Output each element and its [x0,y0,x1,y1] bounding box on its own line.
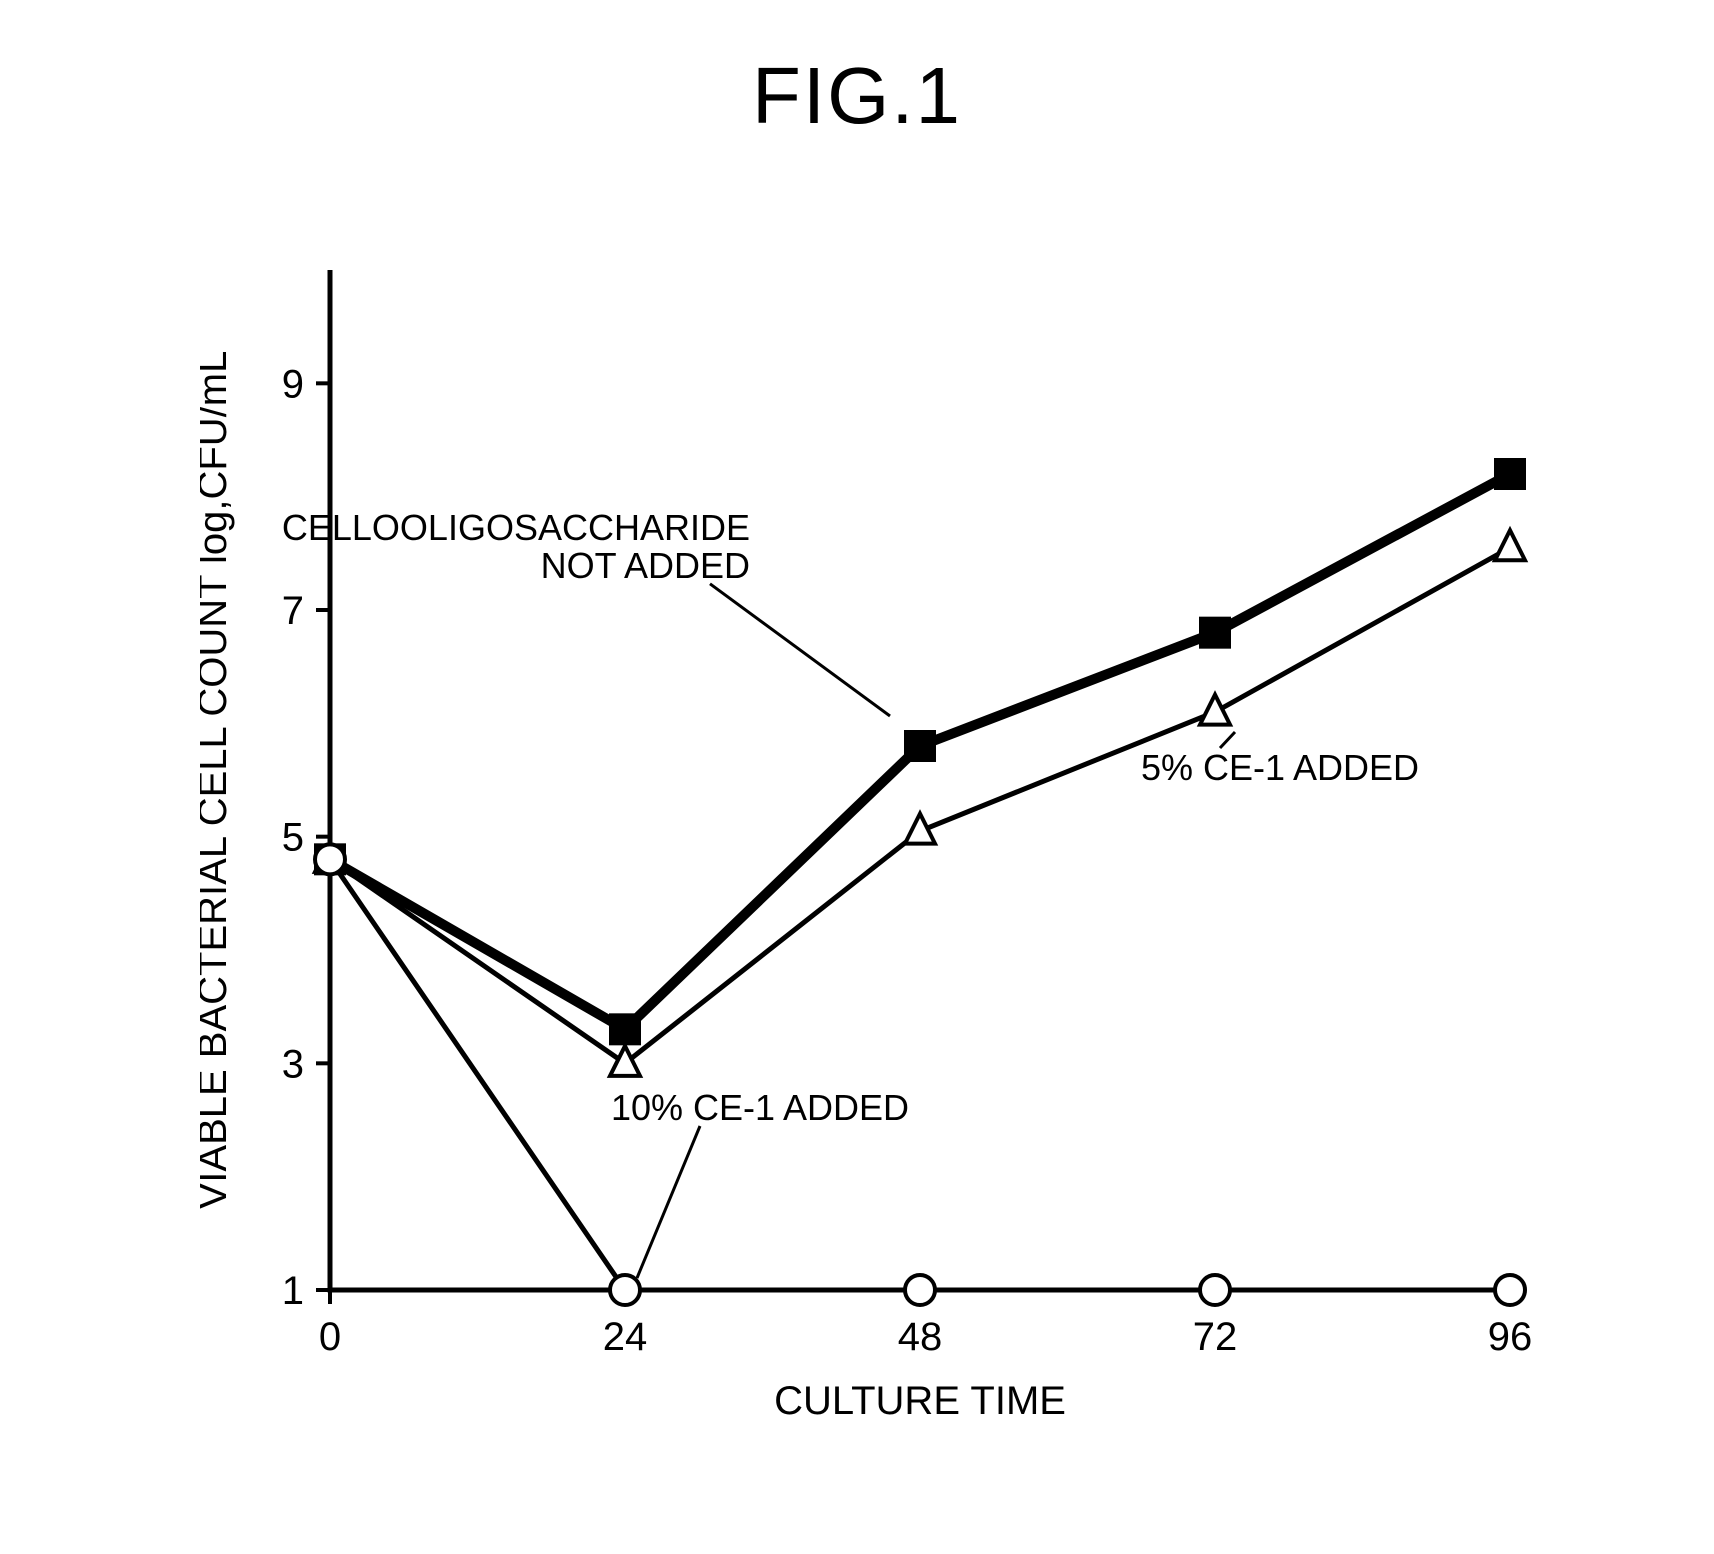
annotation-ce1_10: 10% CE-1 ADDED [611,1087,909,1278]
page: FIG.1 1 3 5 7 9 0 24 48 72 96 CULTURE TIME VIABLE B… [0,0,1714,1554]
svg-text:5% CE-1 ADDED: 5% CE-1 ADDED [1141,747,1419,788]
svg-text:NOT ADDED: NOT ADDED [541,545,750,586]
svg-text:48: 48 [898,1315,943,1359]
y-axis-label: VIABLE BACTERIAL CELL COUNT log,CFU/mL [200,351,235,1210]
series-line-ce1_10 [330,859,1510,1290]
svg-text:10% CE-1 ADDED: 10% CE-1 ADDED [611,1087,909,1128]
annotation-ce1_5: 5% CE-1 ADDED [1141,732,1419,788]
svg-text:CELLOOLIGOSACCHARIDE: CELLOOLIGOSACCHARIDE [282,507,750,548]
svg-text:1: 1 [282,1269,304,1313]
line-chart: 1 3 5 7 9 0 24 48 72 96 CULTURE TIME VIABLE BACTERI… [200,250,1550,1450]
svg-text:72: 72 [1193,1315,1238,1359]
svg-text:24: 24 [603,1315,648,1359]
annotation-not_added: CELLOOLIGOSACCHARIDENOT ADDED [282,507,890,716]
figure-title: FIG.1 [0,50,1714,142]
svg-text:9: 9 [282,362,304,406]
svg-text:7: 7 [282,589,304,633]
svg-text:5: 5 [282,816,304,860]
svg-text:0: 0 [319,1315,341,1359]
x-axis-label: CULTURE TIME [774,1379,1066,1423]
svg-text:3: 3 [282,1042,304,1086]
chart-container: 1 3 5 7 9 0 24 48 72 96 CULTURE TIME VIABLE BACTERI… [200,250,1550,1450]
series-line-ce1_5 [330,548,1510,1064]
svg-text:96: 96 [1488,1315,1533,1359]
